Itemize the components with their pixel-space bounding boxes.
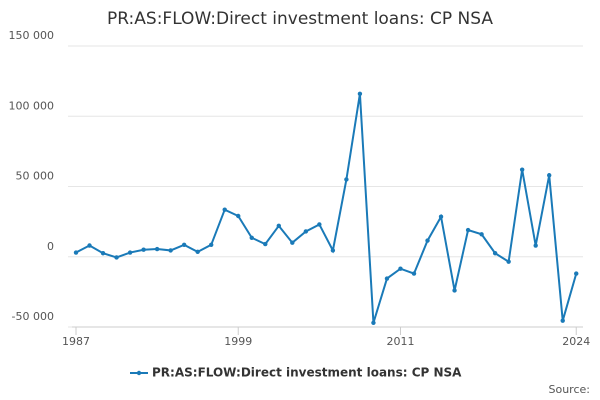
x-tick-label: 1987	[62, 335, 90, 348]
point	[479, 232, 484, 237]
point	[168, 248, 173, 253]
point	[209, 242, 214, 248]
point	[114, 255, 119, 260]
point	[87, 243, 92, 248]
y-tick-label: 150 000	[9, 29, 55, 42]
point	[303, 229, 309, 234]
y-tick-label: 100 000	[9, 99, 55, 112]
point	[154, 246, 160, 252]
point	[73, 250, 79, 255]
point	[506, 259, 511, 264]
x-tick-label: 2024	[562, 335, 590, 348]
point	[290, 240, 295, 245]
point	[249, 235, 254, 240]
point	[127, 250, 133, 255]
legend-label: PR:AS:FLOW:Direct investment loans: CP N…	[152, 366, 462, 380]
point	[560, 318, 565, 323]
legend-marker	[136, 370, 142, 376]
point	[452, 288, 457, 293]
y-tick-label: 0	[47, 240, 54, 253]
point	[547, 173, 552, 178]
x-tick-label: 2011	[386, 335, 414, 348]
point	[330, 248, 336, 253]
point	[195, 249, 200, 255]
point	[425, 238, 430, 243]
point	[492, 251, 498, 256]
point	[465, 227, 471, 233]
point	[263, 241, 268, 247]
point	[519, 167, 525, 172]
source: Source:	[549, 383, 591, 396]
series-line	[75, 93, 578, 324]
point	[222, 207, 227, 212]
chart-title: PR:AS:FLOW:Direct investment loans: CP N…	[107, 9, 493, 29]
point	[398, 266, 403, 271]
point	[384, 276, 390, 281]
point	[357, 91, 363, 96]
y-tick-label: -50 000	[12, 310, 54, 323]
point	[344, 177, 349, 182]
point	[181, 242, 187, 248]
point	[276, 223, 281, 229]
point	[411, 271, 417, 276]
point	[438, 214, 444, 219]
point	[533, 243, 538, 248]
point	[574, 271, 579, 276]
point	[236, 213, 241, 219]
x-tick-label: 1999	[224, 335, 252, 348]
y-tick-label: 50 000	[16, 170, 55, 183]
point	[317, 222, 322, 227]
point	[371, 320, 376, 325]
point	[100, 251, 106, 256]
point	[141, 247, 146, 252]
